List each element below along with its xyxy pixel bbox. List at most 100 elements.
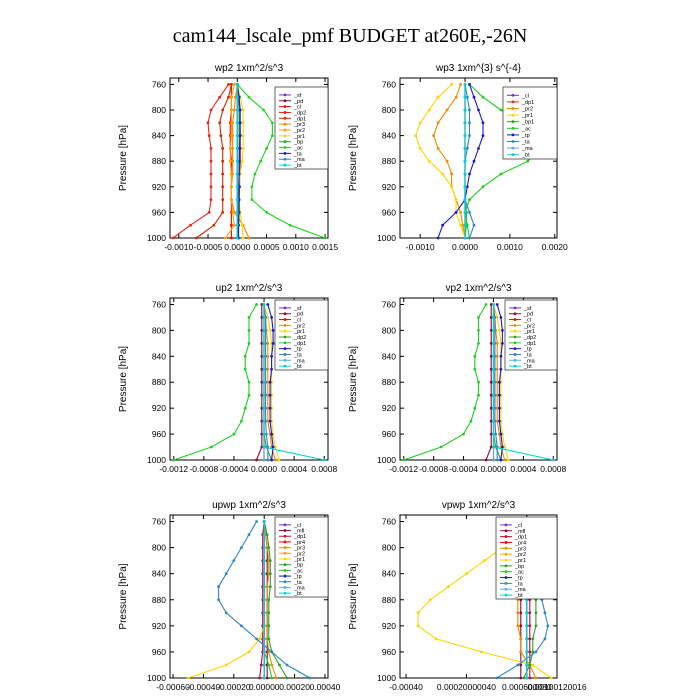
legend-label: _ta <box>293 352 303 358</box>
data-point <box>260 367 264 371</box>
data-point <box>235 172 239 176</box>
data-point <box>260 432 264 436</box>
y-tick-label: 800 <box>152 105 166 115</box>
legend-marker <box>283 557 287 561</box>
legend-label: _tp <box>293 347 302 353</box>
data-point <box>484 303 488 306</box>
x-tick-label: 0.00020000040 <box>437 682 496 692</box>
data-point <box>480 650 483 654</box>
legend-marker <box>283 329 287 333</box>
legend-marker <box>511 100 515 104</box>
data-point <box>171 236 175 240</box>
data-point <box>525 611 529 615</box>
legend-marker <box>283 563 287 567</box>
legend-label: _pr2 <box>514 552 526 558</box>
data-point <box>489 419 493 423</box>
legend-label: _bp <box>514 564 524 570</box>
y-tick-label: 960 <box>382 647 396 657</box>
data-point <box>238 108 242 112</box>
y-axis-label: Pressure [hPa] <box>118 346 129 412</box>
data-point <box>499 367 503 371</box>
data-point <box>271 445 275 449</box>
y-axis-label: Pressure [hPa] <box>118 563 129 629</box>
y-tick-label: 880 <box>152 377 166 387</box>
legend-label: _bp1 <box>521 120 534 126</box>
legend-marker <box>513 318 517 321</box>
data-point <box>499 458 503 462</box>
data-point <box>489 393 493 397</box>
data-point <box>501 342 504 345</box>
legend-marker <box>283 312 287 316</box>
y-tick-label: 760 <box>152 517 166 527</box>
y-tick-label: 800 <box>152 325 166 335</box>
data-point <box>428 598 432 602</box>
legend-label: _pr1 <box>293 329 305 335</box>
data-point <box>260 342 264 345</box>
y-tick-label: 960 <box>382 429 396 439</box>
data-point <box>268 393 272 397</box>
x-tick-label: -0.00040 <box>187 682 221 692</box>
y-tick-label: 800 <box>152 543 166 553</box>
data-point <box>218 95 222 99</box>
legend-marker <box>504 529 508 533</box>
y-tick-label: 1000 <box>147 455 166 465</box>
y-tick-label: 920 <box>382 182 396 192</box>
legend-marker <box>283 347 287 351</box>
legend-label: _dp1 <box>521 100 534 106</box>
data-point <box>436 236 440 240</box>
data-point <box>267 650 271 654</box>
data-point <box>465 185 469 189</box>
chart-panel-6: vpwp 1xm^2/s^3 Pressure [hPa] 760 800 840 880… <box>348 500 587 692</box>
data-point <box>501 329 504 332</box>
data-point <box>235 83 239 86</box>
data-point <box>481 134 485 138</box>
y-tick-label: 760 <box>382 79 396 89</box>
data-point <box>270 458 273 462</box>
y-tick-label: 960 <box>152 207 166 217</box>
data-point <box>247 650 251 654</box>
data-point <box>481 185 485 189</box>
data-point <box>241 121 245 125</box>
data-point <box>277 458 281 462</box>
data-point <box>240 624 243 628</box>
data-point <box>463 134 467 138</box>
panel-title: wp3 1xm^{3} s^{-4} <box>435 63 522 74</box>
data-point <box>262 303 266 306</box>
data-point <box>241 236 245 240</box>
x-tick-label: 0.0000 <box>452 242 478 252</box>
data-point <box>492 354 495 358</box>
data-point <box>498 393 501 397</box>
y-tick-label: 960 <box>382 207 396 217</box>
data-point <box>221 108 225 112</box>
legend-label: _dp1 <box>293 341 306 347</box>
data-point <box>481 95 485 99</box>
data-point <box>262 650 266 654</box>
data-point <box>519 650 523 654</box>
data-point <box>489 445 493 449</box>
data-point <box>262 572 266 576</box>
data-point <box>445 159 449 163</box>
data-point <box>418 121 422 125</box>
data-point <box>489 406 493 410</box>
data-point <box>477 329 480 332</box>
data-point <box>492 329 495 332</box>
data-point <box>230 134 233 138</box>
data-point <box>262 367 266 371</box>
y-tick-label: 880 <box>382 156 396 166</box>
y-axis-label: Pressure [hPa] <box>348 346 359 412</box>
data-point <box>519 611 523 615</box>
data-point <box>268 329 272 332</box>
data-point <box>243 367 247 371</box>
legend-label: _ac <box>521 126 531 132</box>
y-tick-label: 960 <box>152 429 166 439</box>
legend-label: _tp <box>521 133 530 139</box>
data-point <box>472 95 476 99</box>
data-point <box>219 134 223 138</box>
y-tick-label: 840 <box>382 351 396 361</box>
legend-label: _pr1 <box>293 134 305 140</box>
data-point <box>546 624 550 628</box>
data-point <box>285 663 289 667</box>
panel-title: vp2 1xm^2/s^3 <box>445 283 512 294</box>
data-point <box>194 236 198 240</box>
data-point <box>224 236 228 240</box>
